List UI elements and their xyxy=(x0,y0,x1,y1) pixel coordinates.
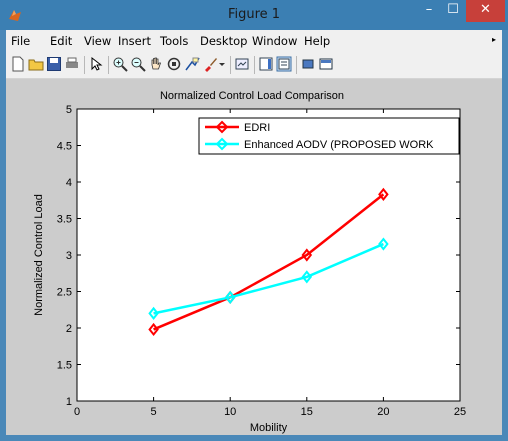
data-cursor-icon[interactable] xyxy=(184,56,200,72)
x-tick-label: 20 xyxy=(377,406,389,418)
plot-area xyxy=(76,108,461,402)
legend-box xyxy=(198,117,460,155)
pan-hand-icon[interactable] xyxy=(148,56,164,72)
hide-plot-tools-icon[interactable] xyxy=(300,56,316,72)
axis-ticks xyxy=(76,108,461,402)
menu-window[interactable]: Window xyxy=(252,34,298,48)
series-line-edri xyxy=(153,193,385,331)
menu-help[interactable]: Help xyxy=(304,34,331,48)
x-tick-label: 10 xyxy=(224,406,236,418)
y-axis-label: Normalized Control Load xyxy=(33,194,45,316)
new-figure-icon[interactable] xyxy=(10,56,26,72)
zoom-out-icon[interactable] xyxy=(130,56,146,72)
y-tick-label: 1 xyxy=(66,396,72,408)
show-plot-tools-icon[interactable] xyxy=(318,56,334,72)
x-tick-label: 25 xyxy=(454,406,466,418)
y-tick-label: 5 xyxy=(66,104,72,116)
menubar-overflow-icon[interactable]: ▸ xyxy=(492,35,497,44)
y-tick-label: 3.5 xyxy=(57,214,72,226)
brush-icon[interactable] xyxy=(202,56,218,72)
toolbar-separator xyxy=(108,56,109,74)
menu-desktop[interactable]: Desktop xyxy=(200,34,248,48)
open-file-icon[interactable] xyxy=(28,56,44,72)
toolbar-separator xyxy=(296,56,297,74)
toolbar-separator xyxy=(254,56,255,74)
legend[interactable]: EDRI Enhanced AODV (PROPOSED WORK xyxy=(198,117,460,155)
menu-file[interactable]: File xyxy=(11,34,31,48)
x-tick-label: 5 xyxy=(151,406,157,418)
menu-bar: File Edit View Insert Tools Desktop Wind… xyxy=(6,30,502,52)
data-point-enhanced-aodv xyxy=(378,237,389,251)
zoom-in-icon[interactable] xyxy=(112,56,128,72)
close-button[interactable]: ✕ xyxy=(466,0,505,22)
data-point-enhanced-aodv xyxy=(148,306,159,321)
x-axis-label: Mobility xyxy=(250,422,288,434)
title-bar: Figure 1 – ☐ ✕ xyxy=(0,0,508,30)
menu-insert[interactable]: Insert xyxy=(118,34,151,48)
series-layer xyxy=(148,187,389,337)
y-tick-label: 4.5 xyxy=(57,141,72,153)
colorbar-icon[interactable] xyxy=(258,56,274,72)
data-point-edri xyxy=(378,187,389,202)
figure-canvas: Normalized Control Load Comparison 0 5 10 1… xyxy=(6,79,502,435)
line-chart: Normalized Control Load Comparison 0 5 10 1… xyxy=(33,90,466,434)
x-tick-label: 0 xyxy=(74,406,80,418)
legend-marker-edri xyxy=(215,120,229,134)
print-icon[interactable] xyxy=(64,56,80,72)
brush-dropdown-icon[interactable] xyxy=(218,56,226,72)
y-tick-labels: 1 1.5 2 2.5 3 3.5 4 4.5 5 xyxy=(57,104,72,408)
legend-label-enhanced-aodv: Enhanced AODV (PROPOSED WORK xyxy=(244,139,434,151)
window-title: Figure 1 xyxy=(227,7,281,22)
data-point-edri xyxy=(301,248,313,262)
toolbar-separator xyxy=(84,56,85,74)
chart-title: Normalized Control Load Comparison xyxy=(160,90,344,102)
y-tick-label: 2 xyxy=(66,323,72,335)
maximize-button[interactable]: ☐ xyxy=(447,2,459,17)
data-point-enhanced-aodv xyxy=(224,290,236,304)
data-point-edri xyxy=(148,322,159,337)
minimize-button[interactable]: – xyxy=(425,2,433,17)
select-arrow-icon[interactable] xyxy=(88,56,104,72)
toolbar-separator xyxy=(230,56,231,74)
y-tick-label: 1.5 xyxy=(57,360,72,372)
y-tick-label: 3 xyxy=(66,250,72,262)
legend-marker-enhanced-aodv xyxy=(215,137,229,151)
x-tick-labels: 0 5 10 15 20 25 xyxy=(74,406,466,418)
rotate-3d-icon[interactable] xyxy=(166,56,182,72)
legend-label-edri: EDRI xyxy=(244,122,270,134)
y-tick-label: 4 xyxy=(66,177,72,189)
menu-edit[interactable]: Edit xyxy=(50,34,73,48)
figure-toolbar xyxy=(6,52,502,79)
y-tick-label: 2.5 xyxy=(57,287,72,299)
data-point-enhanced-aodv xyxy=(301,270,313,284)
x-tick-label: 15 xyxy=(301,406,313,418)
menu-view[interactable]: View xyxy=(84,34,112,48)
matlab-icon xyxy=(9,10,21,21)
link-plot-icon[interactable] xyxy=(234,56,250,72)
series-line-enhanced-aodv xyxy=(153,242,384,315)
save-icon[interactable] xyxy=(46,56,62,72)
legend-icon[interactable] xyxy=(276,56,292,72)
menu-tools[interactable]: Tools xyxy=(160,34,189,48)
